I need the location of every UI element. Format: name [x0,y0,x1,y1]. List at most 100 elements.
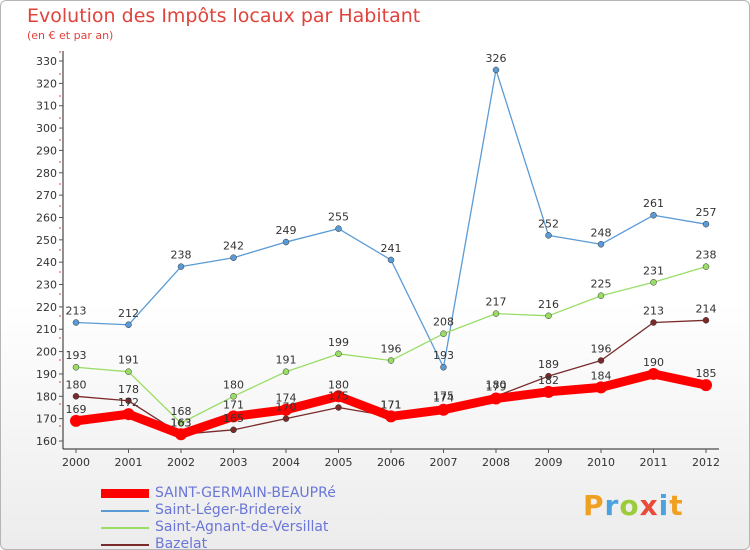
legend-label: SAINT-GERMAIN-BEAUPRé [155,485,336,501]
data-label: 175 [433,389,454,402]
data-label: 180 [66,378,87,391]
data-point [597,241,605,248]
data-label: 213 [66,305,87,318]
data-label: 213 [643,305,664,318]
data-label: 241 [381,242,402,255]
data-label: 189 [538,358,559,371]
data-point [72,319,80,326]
data-point [282,415,290,422]
data-point [230,393,237,400]
data-label: 255 [328,211,349,224]
y-tick-label: 250 [36,234,57,247]
data-point [72,393,80,400]
data-point [542,385,555,398]
data-point [545,312,552,320]
y-tick-label: 290 [36,144,57,157]
data-label: 165 [223,412,244,425]
x-tick-label: 2011 [640,456,668,469]
data-label: 326 [486,52,507,65]
data-point [72,363,80,371]
data-point [595,381,607,394]
legend-item: SAINT-GERMAIN-BEAUPRé [101,485,336,502]
y-tick-label: 160 [36,435,57,448]
data-label: 199 [328,336,349,349]
y-tick-label: 200 [36,346,57,359]
data-point [230,254,237,261]
data-point [335,350,342,358]
x-tick-label: 2012 [692,456,720,469]
y-tick-label: 230 [36,279,57,292]
data-point [597,292,605,299]
data-label: 172 [118,396,139,409]
data-point [125,321,132,329]
x-tick-label: 2002 [167,456,195,469]
legend-label: Saint-Agnant-de-Versillat [155,519,329,535]
series-1 [72,66,710,371]
data-label: 231 [643,264,664,277]
data-label: 214 [696,302,717,315]
data-label: 208 [433,316,454,329]
data-label: 216 [538,298,559,311]
data-label: 217 [486,296,507,309]
series-line [75,69,707,368]
data-label: 182 [538,374,559,387]
data-point [335,404,342,411]
x-tick-label: 2010 [587,456,615,469]
data-label: 196 [381,343,402,356]
data-point [335,225,342,232]
x-tick-label: 2004 [272,456,300,469]
data-label: 261 [643,197,664,210]
data-point [227,410,240,423]
data-point [492,66,500,74]
data-point [702,220,710,228]
y-tick-label: 180 [36,390,57,403]
data-point [122,408,135,421]
legend-swatch [101,543,149,546]
data-label: 174 [276,392,297,405]
data-label: 249 [276,224,297,237]
data-point [440,363,447,371]
y-tick-label: 300 [36,122,57,135]
data-label: 171 [381,398,402,411]
chart-legend: SAINT-GERMAIN-BEAUPRé Saint-Léger-Bridere… [101,485,336,550]
legend-swatch [101,489,149,498]
y-tick-label: 240 [36,256,57,269]
data-label: 179 [486,381,507,394]
legend-item: Bazelat [101,536,336,550]
data-label: 171 [223,398,244,411]
series-0 [70,367,712,441]
data-point [387,357,395,364]
chart-subtitle: (en € et par an) [27,29,114,42]
y-tick-label: 190 [36,368,57,381]
data-label: 193 [66,349,87,362]
data-label: 163 [171,416,192,429]
y-tick-label: 220 [36,301,57,314]
data-label: 180 [486,378,507,391]
legend-item: Saint-Léger-Bridereix [101,502,336,519]
data-point [545,232,552,239]
data-label: 193 [433,349,454,362]
data-point [282,368,290,375]
data-point [650,279,657,286]
data-point [282,238,290,246]
data-label: 163 [171,416,192,429]
data-label: 170 [276,401,297,414]
data-point [650,211,657,219]
data-label: 212 [118,307,139,320]
legend-swatch [101,509,149,512]
data-label: 238 [171,249,192,262]
series-2 [72,263,710,427]
data-point [490,392,502,405]
data-point [437,403,450,416]
data-label: 257 [696,206,717,219]
legend-label: Bazelat [155,536,208,550]
y-tick-label: 330 [36,55,57,68]
data-label: 225 [591,278,612,291]
legend-swatch [101,526,149,529]
y-tick-label: 310 [36,100,57,113]
data-label: 180 [328,378,349,391]
data-point [177,263,185,270]
data-label: 184 [591,369,612,382]
data-point [492,310,500,317]
data-point [125,397,132,405]
